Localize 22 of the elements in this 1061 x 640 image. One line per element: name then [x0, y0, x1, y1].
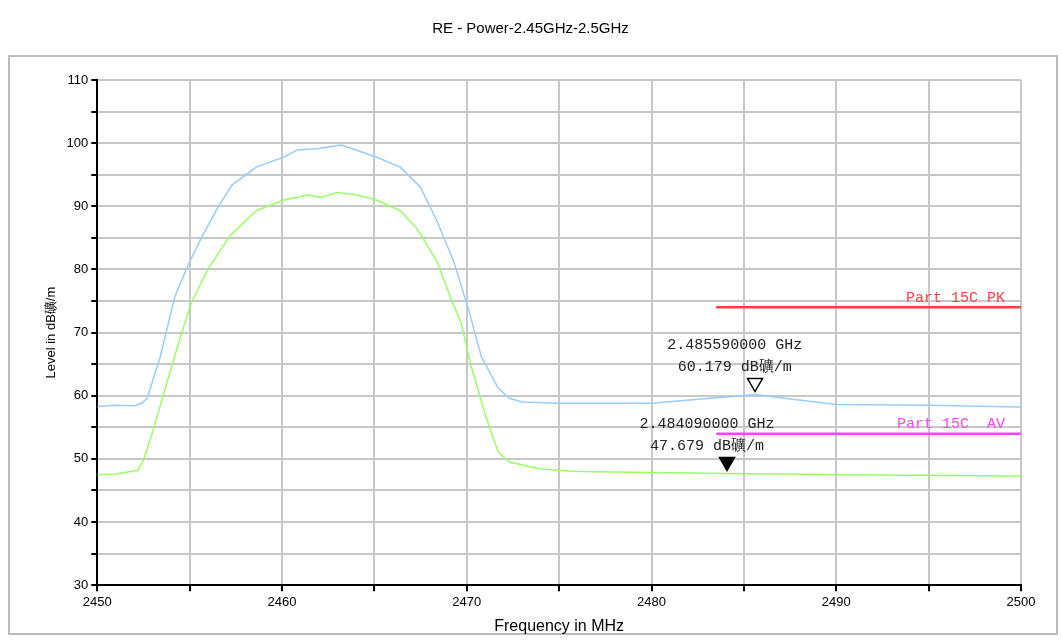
- y-tick-label: 100: [66, 134, 89, 150]
- y-tick-label: 50: [73, 450, 89, 466]
- x-tick-label: 2450: [82, 593, 112, 609]
- y-tick-label: 60: [73, 387, 89, 403]
- x-tick-label: 2500: [1006, 593, 1036, 609]
- y-tick-label: 80: [73, 261, 89, 277]
- y-tick-label: 90: [73, 197, 89, 213]
- x-tick-label: 2490: [821, 593, 851, 609]
- x-tick-label: 2470: [452, 593, 482, 609]
- y-tick-label: 70: [73, 324, 89, 340]
- chart-title: RE - Power-2.45GHz-2.5GHz: [432, 19, 629, 37]
- annotation: 2.484090000 GHz 47.679 dB礦/m: [639, 416, 775, 456]
- series-label: Part 15C AV: [896, 416, 1005, 434]
- series-label: Part 15C PK: [905, 289, 1005, 307]
- x-axis-title: Frequency in MHz: [494, 616, 625, 634]
- y-tick-label: 40: [73, 513, 89, 529]
- y-tick-label: 30: [73, 576, 89, 592]
- y-axis-title: Level in dB礦/m: [43, 286, 59, 379]
- annotation: 2.485590000 GHz 60.179 dB礦/m: [667, 337, 803, 377]
- x-tick-label: 2480: [637, 593, 666, 609]
- y-tick-label: 110: [67, 71, 89, 87]
- x-tick-label: 2460: [267, 593, 297, 609]
